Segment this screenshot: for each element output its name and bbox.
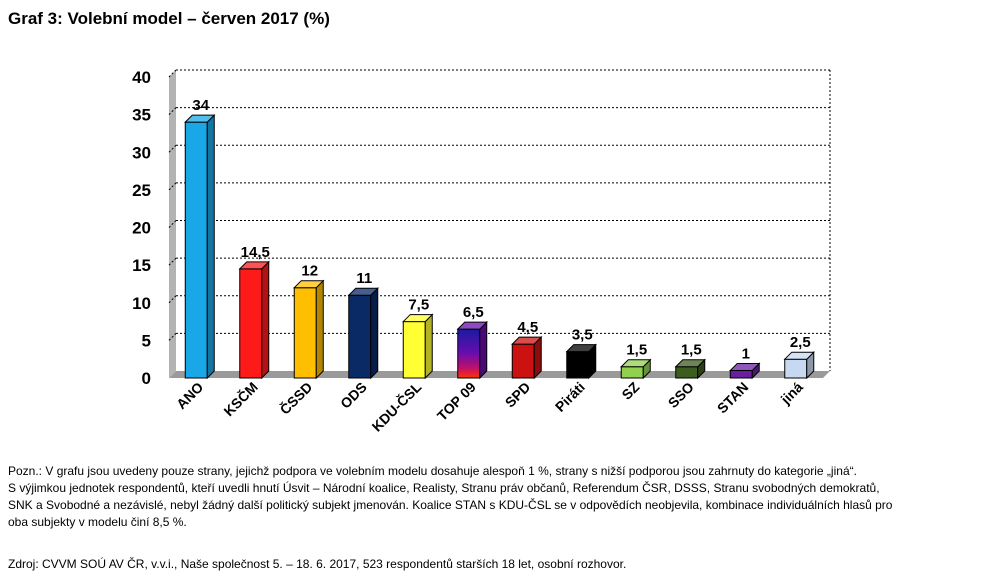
bar-side: [206, 113, 215, 380]
bar-side: [479, 320, 488, 380]
x-tick-label: TOP 09: [434, 379, 479, 424]
bar-front: [239, 268, 263, 379]
value-labels: 34 14,5 12 11 7,5 6,5 4,5 3,5 1,5 1,5 1 2,5: [192, 97, 810, 362]
bar: [620, 358, 652, 380]
x-tick-label: SZ: [618, 378, 642, 402]
bars: [184, 113, 815, 380]
bar-front: [729, 369, 753, 379]
chart-floor: [169, 371, 830, 378]
gridline: [168, 182, 177, 191]
data-label: 14,5: [241, 244, 270, 261]
bar-top: [347, 287, 379, 296]
y-tick-label: 15: [132, 256, 151, 275]
x-tick-label: ODS: [337, 379, 370, 412]
data-label: 7,5: [408, 297, 429, 314]
x-tick-label: KSČM: [220, 378, 261, 419]
bar-top: [565, 344, 597, 353]
bar: [402, 313, 434, 380]
data-label: 6,5: [463, 304, 484, 321]
bar: [293, 279, 325, 380]
bar: [347, 287, 379, 380]
gridline: [168, 295, 177, 304]
gridline: [168, 69, 177, 78]
bar: [511, 335, 543, 380]
y-axis-ticks: 0 5 10 15 20 25 30 35 40: [132, 68, 151, 388]
bar-front: [784, 358, 808, 379]
bar-side: [370, 287, 379, 380]
source-note: Zdroj: CVVM SOÚ AV ČR, v.v.i., Naše spol…: [8, 557, 627, 571]
gridline: [168, 144, 177, 153]
x-tick-label: ČSSD: [276, 378, 316, 418]
bar-front: [293, 287, 317, 379]
bar-front: [348, 294, 372, 379]
data-label: 1: [742, 345, 750, 362]
y-tick-label: 35: [132, 106, 151, 125]
bar-top: [674, 359, 706, 368]
chart-grid: [168, 69, 831, 378]
bar-top: [184, 114, 216, 123]
bar-top: [729, 362, 761, 371]
note-line: S výjimkou jednotek respondentů, kteří u…: [8, 481, 880, 495]
bar: [184, 113, 216, 380]
y-tick-label: 30: [132, 143, 151, 162]
data-label: 2,5: [790, 334, 811, 351]
gridline: [168, 333, 177, 341]
bar: [729, 362, 761, 380]
chart-title: Graf 3: Volební model – červen 2017 (%): [8, 9, 330, 28]
note: Pozn.: V grafu jsou uvedeny pouze strany…: [8, 463, 970, 531]
data-label: 3,5: [572, 327, 593, 344]
note-line: SNK a Svobodné a nezávislé, nebyl žádný …: [8, 498, 893, 512]
bar-top: [620, 359, 652, 368]
x-tick-label: SSO: [665, 379, 697, 411]
y-tick-label: 10: [132, 294, 151, 313]
bar-side: [261, 260, 270, 380]
bar: [565, 343, 597, 380]
x-tick-label: Piráti: [552, 379, 588, 415]
y-tick-label: 20: [132, 219, 151, 238]
bar: [674, 358, 706, 380]
data-label: 12: [301, 263, 318, 280]
x-tick-label: ANO: [173, 379, 206, 412]
bar: [238, 260, 270, 380]
x-tick-label: SPD: [502, 379, 534, 411]
y-tick-label: 40: [132, 68, 151, 87]
bar-front: [511, 343, 535, 379]
gridline: [168, 220, 177, 228]
bar-side: [424, 313, 433, 380]
note-line: oba subjekty v modelu činí 8,5 %.: [8, 515, 187, 529]
note-line: Pozn.: V grafu jsou uvedeny pouze strany…: [8, 464, 857, 478]
bar-front: [184, 121, 208, 379]
bar-front: [402, 321, 426, 379]
data-label: 34: [192, 97, 209, 114]
data-label: 1,5: [681, 342, 702, 359]
bar: [456, 320, 488, 380]
gridline: [168, 107, 177, 115]
x-tick-label: KDU-ČSL: [368, 378, 425, 435]
bar-top: [783, 351, 815, 360]
bar-top: [293, 280, 325, 289]
gridline: [168, 257, 177, 266]
bar-front: [675, 366, 699, 379]
bar-chart: 0 5 10 15 20 25 30 35 40 34 14,5 12 11 7,5 6,5 4,5 3,5 1…: [132, 68, 831, 435]
bar-side: [315, 279, 324, 380]
data-label: 4,5: [517, 319, 538, 336]
data-label: 1,5: [626, 342, 647, 359]
bar-front: [566, 351, 590, 379]
bar-top: [456, 321, 488, 330]
y-tick-label: 5: [142, 331, 151, 350]
bar-top: [511, 336, 543, 345]
bar: [783, 350, 815, 380]
bar-top: [402, 314, 434, 323]
y-tick-label: 25: [132, 181, 151, 200]
bar-top: [238, 261, 270, 270]
bar-front: [457, 328, 481, 379]
bar-front: [620, 366, 644, 379]
x-tick-label: jiná: [777, 379, 806, 408]
data-label: 11: [356, 270, 372, 287]
y-tick-label: 0: [142, 369, 151, 388]
x-tick-label: STAN: [714, 379, 752, 417]
